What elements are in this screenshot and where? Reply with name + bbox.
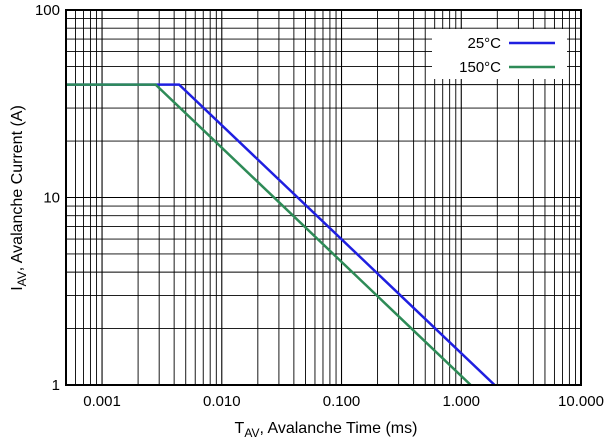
- series-line-0: [66, 83, 496, 386]
- tick-label-layer: 0.001 0.010 0.100 1.000 10.000 1 10 100: [35, 2, 604, 410]
- series-line-1: [66, 83, 472, 386]
- legend-label-150c: 150°C: [459, 59, 501, 76]
- plot-frame: [65, 9, 582, 386]
- x-tick-label: 0.100: [323, 393, 361, 410]
- series-layer: [66, 83, 496, 386]
- y-tick-label: 100: [35, 2, 60, 19]
- grid-layer: [66, 10, 581, 385]
- legend-box: [432, 29, 567, 79]
- y-axis-label: IAV, Avalanche Current (A): [9, 105, 29, 291]
- y-tick-label: 10: [43, 190, 60, 207]
- x-axis-label: TAV, Avalanche Time (ms): [235, 420, 418, 440]
- x-tick-label: 0.001: [83, 393, 121, 410]
- x-tick-label: 10.000: [558, 393, 604, 410]
- legend: 25°C 150°C: [432, 29, 567, 79]
- legend-label-25c: 25°C: [467, 35, 501, 52]
- x-tick-label: 1.000: [442, 393, 480, 410]
- y-tick-label: 1: [52, 377, 60, 394]
- x-tick-label: 0.010: [203, 393, 241, 410]
